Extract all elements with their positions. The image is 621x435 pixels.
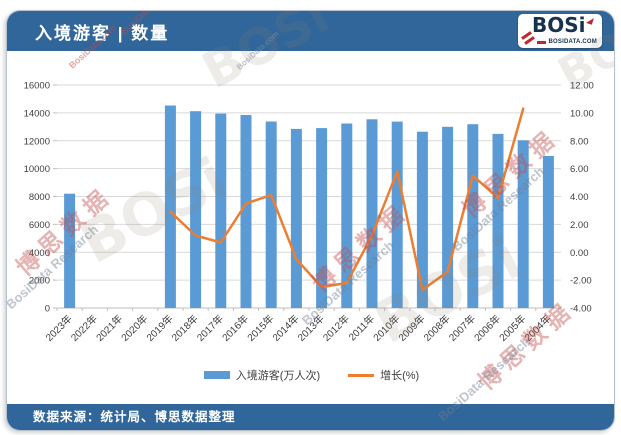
right-axis-tick-label: 2.00	[570, 220, 589, 231]
bar-2006年	[492, 133, 504, 308]
bar-2007年	[467, 124, 479, 308]
legend-line-swatch-icon	[348, 373, 375, 377]
report-header: 入境游客 | 数量 BOSi BOSIDATA.COM	[7, 11, 614, 51]
chart-legend: 入境游客(万人次) 增长(%)	[7, 367, 614, 383]
bar-2017年	[215, 113, 227, 308]
right-axis-tick-label: 6.00	[570, 164, 589, 175]
right-axis-tick-label: -2.00	[570, 276, 592, 287]
left-axis-tick-label: 2000	[29, 276, 50, 287]
x-axis-tick-label: 2022年	[68, 312, 100, 344]
bar-2014年	[290, 128, 302, 308]
bar-2023年	[64, 193, 76, 308]
report-card: 入境游客 | 数量 BOSi BOSIDATA.COM 0 -4.00 2000 -2…	[6, 10, 615, 431]
bar-2019年	[164, 105, 176, 308]
legend-bar-swatch-icon	[203, 371, 230, 379]
x-axis-tick-label: 2005年	[496, 312, 528, 344]
x-axis-tick-label: 2023年	[43, 312, 75, 344]
x-axis-tick-label: 2021年	[93, 312, 125, 344]
x-axis-tick-label: 2013年	[295, 312, 327, 344]
right-axis-tick-label: 12.00	[570, 81, 594, 92]
bar-2015年	[265, 121, 277, 308]
logo-redbar-icon	[537, 40, 547, 44]
x-axis-tick-label: 2004年	[522, 312, 554, 344]
logo-domain-row: BOSIDATA.COM	[537, 39, 597, 45]
left-axis-tick-label: 12000	[24, 136, 50, 147]
left-axis-tick-label: 16000	[24, 81, 50, 92]
x-axis-tick-label: 2018年	[169, 312, 201, 344]
legend-item-bar: 入境游客(万人次)	[203, 367, 321, 383]
bar-2009年	[416, 131, 428, 308]
bar-series	[64, 105, 554, 308]
left-axis-tick-label: 8000	[29, 192, 50, 203]
right-axis-tick-label: -4.00	[570, 304, 592, 315]
logo-text: BOSi	[532, 14, 586, 37]
x-axis-tick-label: 2016年	[219, 312, 251, 344]
chart-area: 0 -4.00 2000 -2.00 4000 0.00 6000 2.00 8000 4.00 1…	[7, 51, 614, 406]
inbound-tourists-chart: 0 -4.00 2000 -2.00 4000 0.00 6000 2.00 8000 4.00 1…	[24, 81, 594, 344]
x-axis-tick-label: 2008年	[421, 312, 453, 344]
x-axis-tick-label: 2009年	[396, 312, 428, 344]
x-axis-tick-label: 2014年	[270, 312, 302, 344]
left-axis-tick-label: 10000	[24, 164, 50, 175]
x-axis-tick-label: 2015年	[244, 312, 276, 344]
left-axis-tick-label: 0	[45, 304, 50, 315]
footer-bar: 数据来源：统计局、博思数据整理	[7, 404, 614, 430]
data-source-text: 数据来源：统计局、博思数据整理	[33, 410, 236, 424]
legend-line-label: 增长(%)	[380, 370, 420, 382]
line-series	[169, 107, 525, 292]
growth-line	[169, 107, 525, 292]
x-axis-tick-label: 2010年	[370, 312, 402, 344]
bosi-logo: BOSi BOSIDATA.COM	[518, 14, 602, 48]
right-axis-tick-label: 10.00	[570, 108, 594, 119]
right-axis-tick-label: 0.00	[570, 248, 589, 259]
left-axis-tick-label: 4000	[29, 248, 50, 259]
left-axis-tick-label: 14000	[24, 108, 50, 119]
bar-2012年	[341, 123, 353, 308]
x-axis-tick-label: 2017年	[194, 312, 226, 344]
x-axis-tick-label: 2019年	[144, 312, 176, 344]
x-axis-tick-label: 2006年	[471, 312, 503, 344]
bar-2016年	[240, 115, 252, 308]
gridlines	[53, 84, 562, 311]
bar-2011年	[366, 119, 378, 308]
right-axis-tick-label: 4.00	[570, 192, 589, 203]
bar-2005年	[517, 140, 529, 308]
page-title: 入境游客 | 数量	[35, 23, 170, 43]
logo-domain: BOSIDATA.COM	[548, 39, 597, 45]
bar-2008年	[442, 126, 454, 308]
x-axis-tick-label: 2020年	[118, 312, 150, 344]
legend-bar-label: 入境游客(万人次)	[235, 370, 321, 382]
bar-2004年	[542, 156, 554, 308]
legend-item-line: 增长(%)	[348, 367, 419, 383]
logo-triangle-icon	[586, 16, 594, 25]
bar-2018年	[190, 111, 202, 308]
x-axis-tick-label: 2012年	[320, 312, 352, 344]
axis-labels: 0 -4.00 2000 -2.00 4000 0.00 6000 2.00 8000 4.00 1…	[24, 81, 594, 344]
x-axis-tick-label: 2011年	[346, 312, 377, 343]
bar-2010年	[391, 121, 403, 308]
x-axis-tick-label: 2007年	[446, 312, 478, 344]
left-axis-tick-label: 6000	[29, 220, 50, 231]
right-axis-tick-label: 8.00	[570, 136, 589, 147]
bar-2013年	[316, 128, 328, 308]
